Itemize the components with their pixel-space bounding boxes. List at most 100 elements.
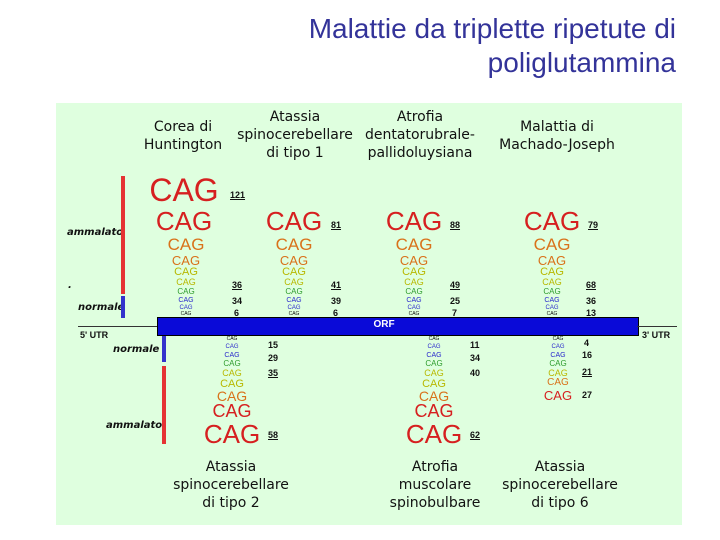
num-b3-21: 21 [582, 367, 593, 377]
cag-b1-r4: CAG [223, 359, 241, 368]
num-b2-11: 11 [470, 340, 480, 350]
label-3utr: 3' UTR [642, 330, 671, 340]
cag-b2-r3: CAG [426, 352, 442, 359]
cag-c1-r3: CAG [167, 235, 205, 254]
cag-b2-r9: CAG [405, 419, 463, 449]
num-b1-35: 35 [268, 368, 279, 378]
line-3utr [637, 326, 677, 327]
num-c2-81: 81 [331, 220, 342, 230]
cag-c1-r6: CAG [176, 277, 196, 287]
cag-b2-r8: CAG [414, 401, 454, 421]
label-5utr: 5' UTR [80, 330, 109, 340]
label-normale-bottom: normale [113, 344, 160, 355]
disease-huntington: Corea di Huntington [143, 119, 223, 153]
label-ammalato-top: ammalato [67, 227, 124, 238]
title-line-2: poliglutammina [487, 47, 676, 78]
num-c1-6: 6 [234, 308, 240, 318]
cag-c4-r2: CAG [533, 235, 571, 254]
cag-b1-r8: CAG [212, 401, 252, 421]
cag-c1-r9: CAG [179, 305, 193, 311]
num-c1-36: 36 [232, 280, 243, 290]
bar-ammalato-bottom [162, 366, 166, 444]
num-c2-41: 41 [331, 280, 342, 290]
num-c3-49: 49 [450, 280, 461, 290]
num-b3-16: 16 [582, 350, 593, 360]
cag-b3-r5: CAG [548, 368, 568, 378]
cag-c4-r9: CAG [546, 311, 558, 317]
num-c4-68: 68 [586, 280, 597, 290]
cag-c3-r6: CAG [405, 287, 423, 296]
cag-c2-r7: CAG [286, 297, 302, 304]
label-normale-top: normale [78, 302, 125, 313]
disease-sca1: Atassia spinocerebellare di tipo 1 [237, 109, 353, 161]
cag-b1-r5: CAG [222, 368, 242, 378]
cag-c2-r1: CAG [265, 206, 323, 236]
cag-c3-r3: CAG [399, 253, 429, 268]
cag-b3-r2: CAG [551, 344, 565, 350]
cag-c1-r1: CAG [149, 172, 219, 208]
cag-c4-r6: CAG [543, 287, 561, 296]
cag-c4-r4: CAG [540, 266, 564, 278]
cag-c2-r5: CAG [284, 277, 304, 287]
bar-normale-top [121, 296, 125, 318]
cag-c1-r5: CAG [174, 266, 198, 278]
num-b1-58: 58 [268, 430, 279, 440]
cag-c3-r2: CAG [395, 235, 433, 254]
cag-b2-r1: CAG [428, 336, 440, 342]
num-c3-25: 25 [450, 296, 461, 306]
cag-b1-r3: CAG [224, 352, 240, 359]
cag-c1-r7: CAG [177, 287, 195, 296]
label-ammalato-bottom: ammalato [106, 420, 163, 431]
diagram-panel [56, 103, 682, 525]
cag-c2-r9: CAG [288, 311, 300, 317]
cag-c4-r5: CAG [542, 277, 562, 287]
cag-c4-r7: CAG [544, 297, 560, 304]
cag-c3-r7: CAG [406, 297, 422, 304]
cag-b2-r4: CAG [425, 359, 443, 368]
cag-c3-r1: CAG [385, 206, 443, 236]
cag-c2-r3: CAG [279, 253, 309, 268]
num-b3-27: 27 [582, 390, 593, 400]
num-b2-62: 62 [470, 430, 481, 440]
num-c1-34: 34 [232, 296, 243, 306]
cag-c3-r8: CAG [407, 305, 421, 311]
cag-b2-r6: CAG [422, 378, 446, 390]
bar-normale-bottom [162, 336, 166, 362]
cag-b1-r7: CAG [216, 388, 248, 404]
num-b3-4: 4 [584, 338, 590, 348]
num-c4-36: 36 [586, 296, 597, 306]
disease-sbma: Atrofia muscolare spinobulbare [389, 459, 481, 511]
cag-c1-r10: CAG [180, 311, 192, 317]
num-c2-39: 39 [331, 296, 342, 306]
num-b2-34: 34 [470, 353, 481, 363]
disease-sca6: Atassia spinocerebellare di tipo 6 [502, 459, 618, 511]
cag-b3-r6: CAG [547, 377, 569, 388]
cag-b3-r7: CAG [543, 388, 573, 403]
disease-drpla: Atrofia dentatorubrale- pallidoluysiana [365, 109, 475, 161]
num-c4-13: 13 [586, 308, 597, 318]
cag-c1-r4: CAG [171, 253, 201, 268]
cag-c2-r8: CAG [287, 305, 301, 311]
cag-c2-r6: CAG [285, 287, 303, 296]
cag-c3-r4: CAG [402, 266, 426, 278]
cag-b1-r9: CAG [203, 419, 261, 449]
cag-b2-r2: CAG [427, 344, 441, 350]
title-line-1: Malattie da triplette ripetute di [308, 13, 676, 44]
cag-c3-r9: CAG [408, 311, 420, 317]
cag-b3-r4: CAG [549, 359, 567, 368]
slide-title: Malattie da triplette ripetute di poligl… [196, 12, 676, 80]
num-c3-88: 88 [450, 220, 461, 230]
cag-b2-r7: CAG [418, 388, 450, 404]
num-b2-40: 40 [470, 368, 481, 378]
line-5utr [78, 326, 158, 327]
cag-b3-r3: CAG [550, 352, 566, 359]
num-b1-29: 29 [268, 353, 279, 363]
num-b1-15: 15 [268, 340, 279, 350]
orf-label: ORF [373, 319, 395, 330]
num-c1-121: 121 [230, 190, 246, 200]
disease-sca2: Atassia spinocerebellare di tipo 2 [173, 459, 289, 511]
cag-c1-r8: CAG [178, 297, 194, 304]
cag-c4-r3: CAG [537, 253, 567, 268]
cag-b1-r6: CAG [220, 378, 244, 390]
cag-c2-r4: CAG [282, 266, 306, 278]
